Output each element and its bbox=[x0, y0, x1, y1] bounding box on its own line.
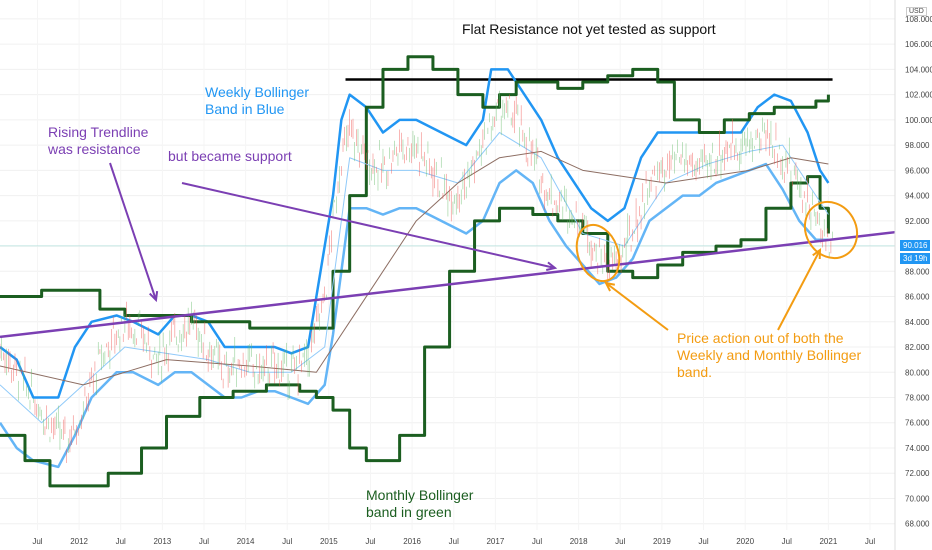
y-tick-label: 88.000 bbox=[905, 267, 930, 276]
highlight-circle-2018 bbox=[575, 223, 621, 283]
annotation-monthly-bollinger: Monthly Bollinger band in green bbox=[366, 487, 474, 520]
x-tick-label: Jul bbox=[782, 537, 792, 546]
x-tick-label: 2017 bbox=[486, 537, 504, 546]
y-tick-label: 80.000 bbox=[905, 368, 930, 377]
x-tick-label: Jul bbox=[116, 537, 126, 546]
x-tick-label: Jul bbox=[698, 537, 708, 546]
arrow-price-action-left bbox=[605, 282, 669, 331]
x-tick-label: Jul bbox=[449, 537, 459, 546]
annotation-flat-resistance: Flat Resistance not yet tested as suppor… bbox=[462, 21, 716, 37]
y-tick-label: 98.000 bbox=[905, 141, 930, 150]
x-tick-label: Jul bbox=[615, 537, 625, 546]
countdown-tag: 3d 19h bbox=[900, 253, 931, 264]
x-tick-label: Jul bbox=[365, 537, 375, 546]
x-tick-label: Jul bbox=[32, 537, 42, 546]
y-axis: 68.000 70.000 72.000 74.000 76.000 78.000 80.0… bbox=[894, 0, 932, 550]
y-tick-label: 94.000 bbox=[905, 192, 930, 201]
series-weekly-bollinger-lower bbox=[0, 162, 829, 469]
arrow-price-action-left-head bbox=[604, 281, 616, 292]
x-tick-label: Jul bbox=[199, 537, 209, 546]
highlight-circle-2020 bbox=[803, 200, 859, 260]
annotation-price-action: Price action out of both the Weekly and … bbox=[677, 330, 862, 380]
arrow-rising-trendline-head bbox=[148, 290, 159, 303]
y-tick-label: 102.000 bbox=[905, 91, 932, 100]
annotation-weekly-bollinger: Weekly Bollinger Band in Blue bbox=[205, 84, 310, 117]
x-tick-label: 2020 bbox=[736, 537, 754, 546]
annotation-rising-trendline: Rising Trendline was resistance bbox=[48, 124, 149, 157]
x-tick-label: 2015 bbox=[320, 537, 338, 546]
grid bbox=[0, 18, 895, 525]
x-tick-label: 2014 bbox=[237, 537, 255, 546]
y-tick-label: 100.000 bbox=[905, 116, 932, 125]
y-tick-label: 86.000 bbox=[905, 293, 930, 302]
y-tick-label: 96.000 bbox=[905, 166, 930, 175]
series-monthly-ma bbox=[0, 150, 829, 386]
series-weekly-ma bbox=[0, 132, 829, 424]
last-price-tag: 90.016 bbox=[900, 240, 931, 251]
arrow-became-support bbox=[181, 182, 556, 269]
currency-label: USD bbox=[906, 7, 927, 16]
x-tick-label: 2021 bbox=[819, 537, 837, 546]
series-monthly-bollinger-lower bbox=[0, 175, 830, 488]
series-monthly-bollinger-upper bbox=[0, 55, 830, 330]
x-tick-label: 2019 bbox=[653, 537, 671, 546]
y-tick-label: 68.000 bbox=[905, 520, 930, 529]
series-layer bbox=[0, 55, 830, 488]
x-tick-label: 2016 bbox=[403, 537, 421, 546]
y-tick-label: 74.000 bbox=[905, 444, 930, 453]
annotation-arrows bbox=[109, 162, 859, 331]
x-tick-label: Jul bbox=[532, 537, 542, 546]
y-tick-label: 76.000 bbox=[905, 419, 930, 428]
x-tick-label: 2013 bbox=[153, 537, 171, 546]
y-tick-label: 82.000 bbox=[905, 343, 930, 352]
arrow-became-support-head bbox=[546, 261, 558, 271]
annotation-became-support: but became support bbox=[168, 148, 292, 164]
x-tick-label: 2012 bbox=[70, 537, 88, 546]
y-tick-label: 104.000 bbox=[905, 65, 932, 74]
y-tick-label: 78.000 bbox=[905, 394, 930, 403]
y-tick-label: 84.000 bbox=[905, 318, 930, 327]
arrow-price-action-right bbox=[777, 249, 821, 331]
arrow-rising-trendline bbox=[109, 162, 157, 301]
price-candles bbox=[0, 90, 833, 463]
x-tick-label: Jul bbox=[865, 537, 875, 546]
rising-trendline bbox=[0, 230, 896, 339]
y-tick-label: 106.000 bbox=[905, 40, 932, 49]
y-tick-label: 92.000 bbox=[905, 217, 930, 226]
x-tick-label: 2018 bbox=[570, 537, 588, 546]
y-tick-label: 72.000 bbox=[905, 469, 930, 478]
y-tick-label: 108.000 bbox=[905, 15, 932, 24]
y-tick-label: 70.000 bbox=[905, 494, 930, 503]
arrow-price-action-right-head bbox=[812, 247, 822, 260]
x-axis: Jul 2012 Jul 2013 Jul 2014 Jul 2015 Jul 2016 Jul 20… bbox=[32, 537, 875, 546]
x-tick-label: Jul bbox=[282, 537, 292, 546]
